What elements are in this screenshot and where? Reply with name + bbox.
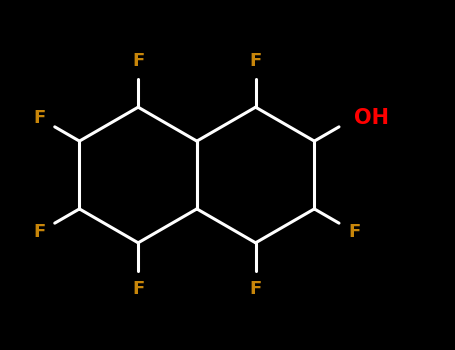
Text: F: F [132, 52, 144, 70]
Text: F: F [33, 109, 46, 127]
Text: F: F [249, 52, 262, 70]
Text: F: F [249, 280, 262, 298]
Text: OH: OH [354, 108, 389, 128]
Text: F: F [348, 223, 360, 241]
Text: F: F [33, 223, 46, 241]
Text: F: F [132, 280, 144, 298]
